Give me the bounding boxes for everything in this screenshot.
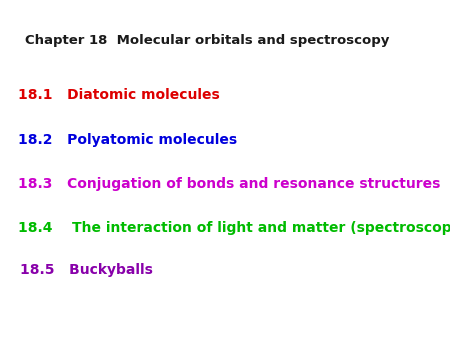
Text: 18.3   Conjugation of bonds and resonance structures: 18.3 Conjugation of bonds and resonance … — [18, 177, 441, 191]
Text: 18.5   Buckyballs: 18.5 Buckyballs — [20, 263, 153, 277]
Text: 18.4    The interaction of light and matter (spectroscopy): 18.4 The interaction of light and matter… — [18, 221, 450, 235]
Text: 18.2   Polyatomic molecules: 18.2 Polyatomic molecules — [18, 133, 237, 147]
Text: Chapter 18  Molecular orbitals and spectroscopy: Chapter 18 Molecular orbitals and spectr… — [25, 34, 389, 47]
Text: 18.1   Diatomic molecules: 18.1 Diatomic molecules — [18, 88, 220, 102]
